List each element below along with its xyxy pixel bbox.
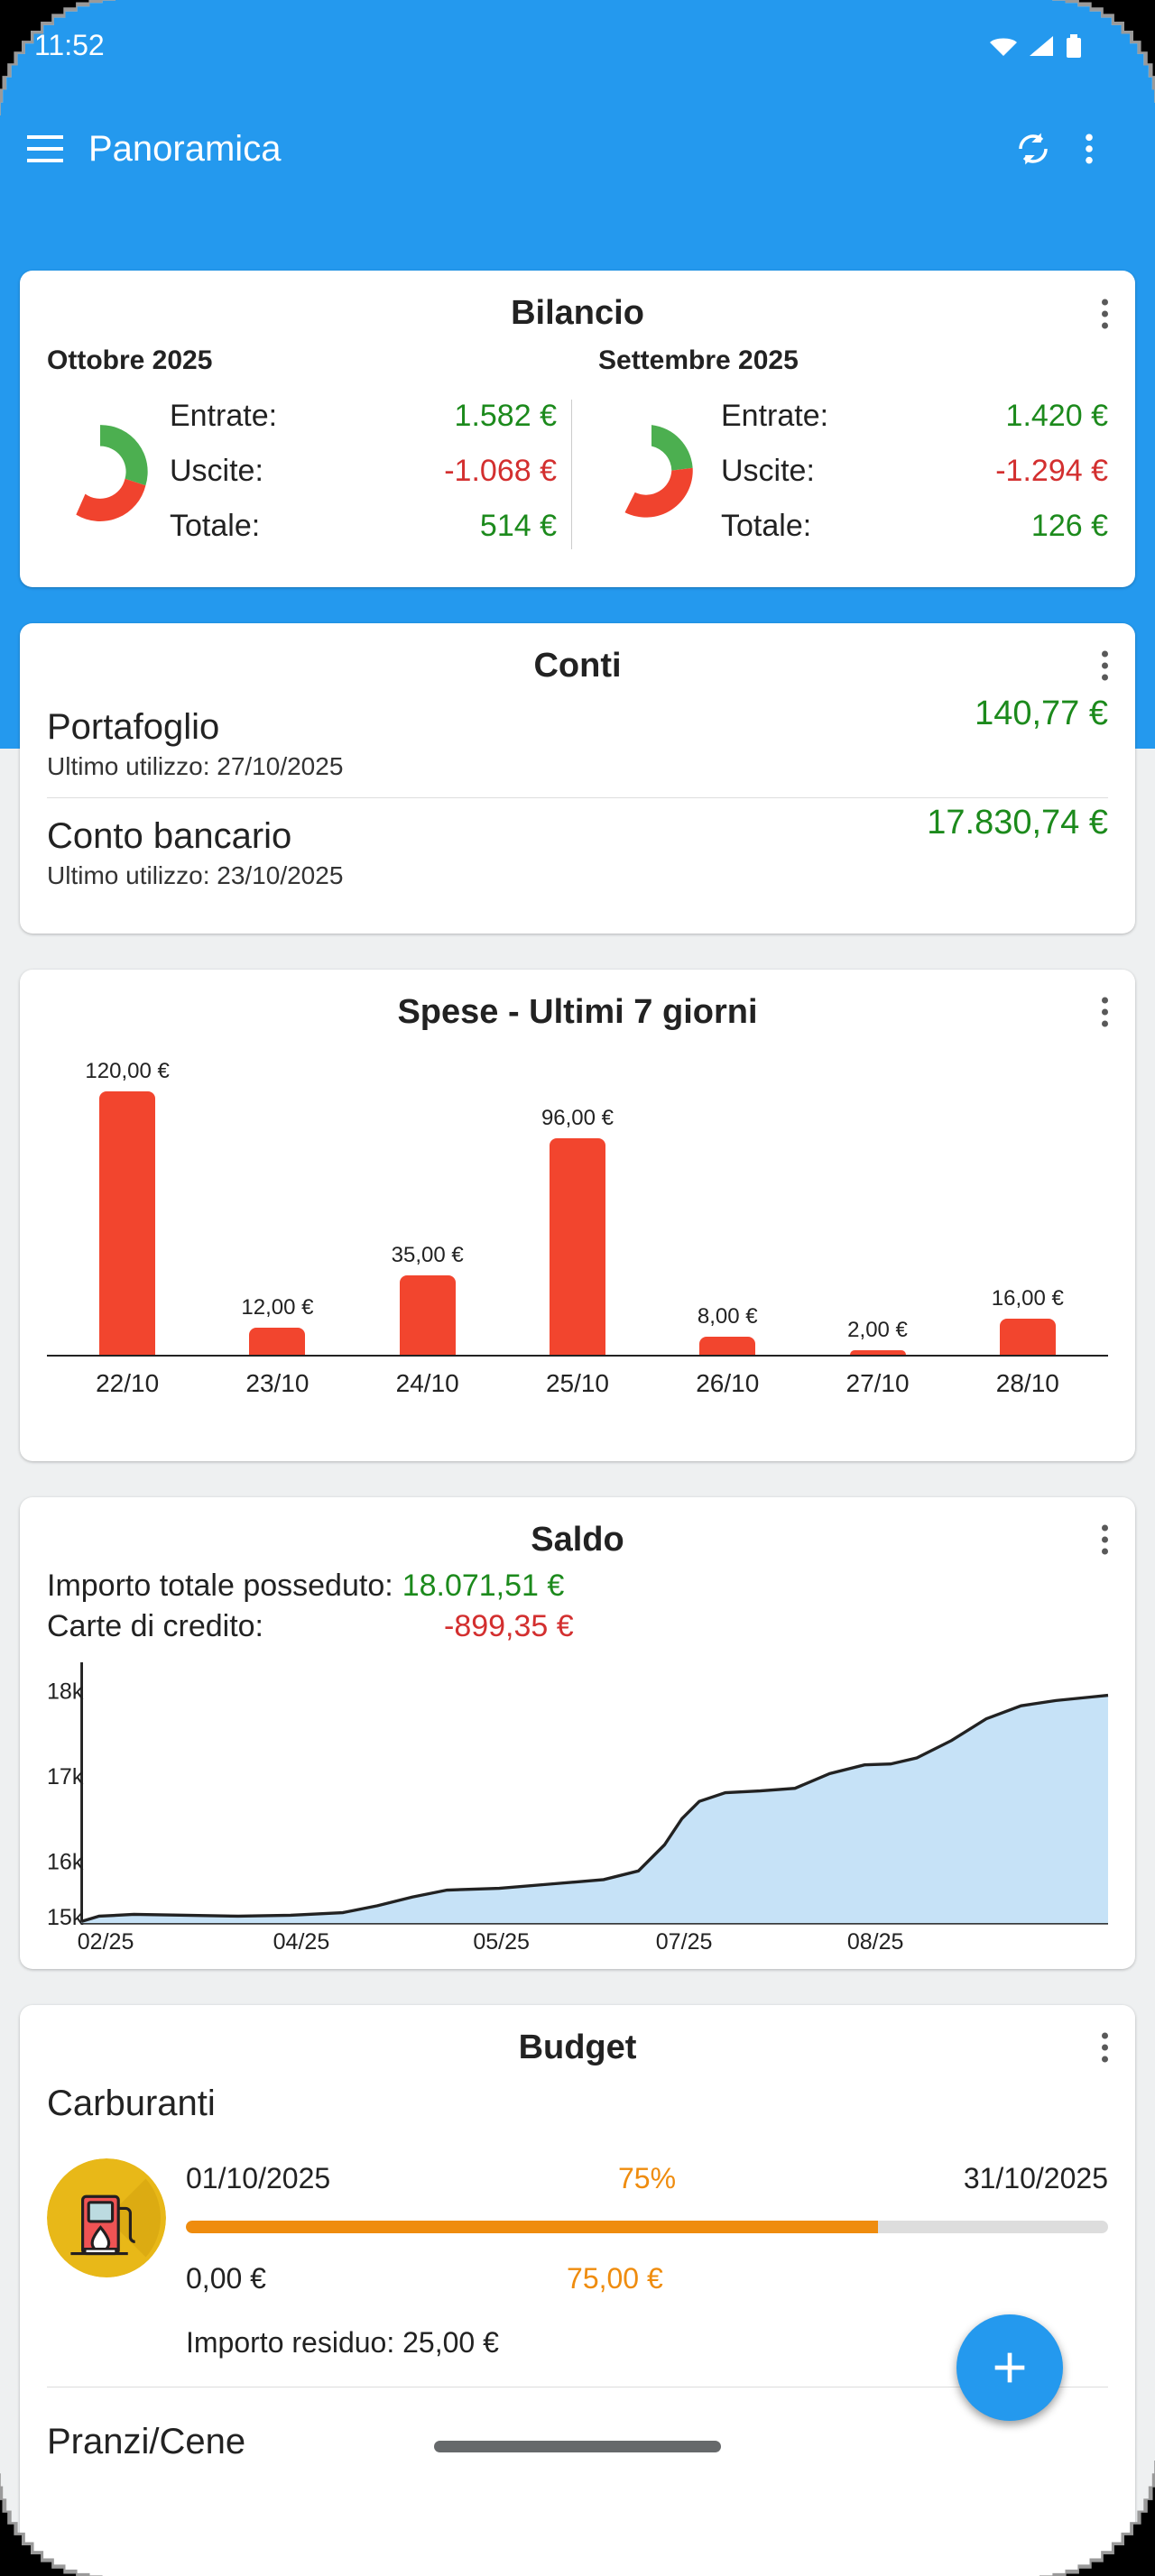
svg-text:05/25: 05/25	[473, 1929, 530, 1955]
svg-text:16k: 16k	[47, 1849, 84, 1874]
svg-text:07/25: 07/25	[656, 1929, 713, 1955]
svg-text:17k: 17k	[47, 1763, 84, 1789]
svg-text:08/25: 08/25	[847, 1929, 904, 1955]
svg-text:15k: 15k	[47, 1905, 84, 1930]
svg-text:04/25: 04/25	[273, 1929, 330, 1955]
svg-text:02/25: 02/25	[78, 1929, 134, 1955]
svg-text:18k: 18k	[47, 1679, 84, 1704]
